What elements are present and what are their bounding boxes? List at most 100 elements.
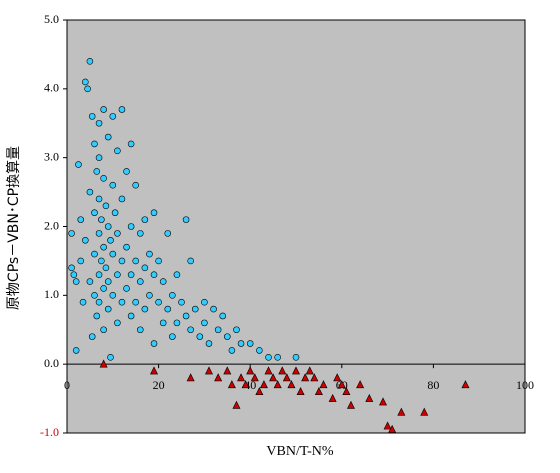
circle-point xyxy=(72,347,80,354)
circle-point xyxy=(141,305,149,313)
circle-point xyxy=(141,216,149,223)
circle-point xyxy=(196,333,204,340)
circle-point xyxy=(132,181,139,189)
circle-point xyxy=(136,278,144,285)
circle-point xyxy=(228,347,236,354)
triangle-point xyxy=(273,380,282,389)
circle-point xyxy=(95,119,103,127)
triangle-point xyxy=(383,421,392,430)
circle-point xyxy=(155,298,162,306)
y-tick-label: 2.0 xyxy=(44,218,59,232)
circle-point xyxy=(77,257,85,265)
circle-point xyxy=(127,140,135,148)
y-axis-label: 原物CPs－VBN･CP換算量 xyxy=(6,146,22,310)
triangle-point xyxy=(346,400,355,409)
circle-point xyxy=(214,326,222,334)
triangle-point xyxy=(99,359,108,368)
circle-point xyxy=(201,319,208,327)
circle-point xyxy=(187,326,194,334)
triangle-point xyxy=(282,373,291,382)
circle-point xyxy=(159,278,167,285)
circle-point xyxy=(219,312,227,320)
circle-point xyxy=(88,333,96,340)
triangle-point xyxy=(241,380,250,389)
circle-point xyxy=(98,257,105,265)
circle-point xyxy=(114,147,121,155)
circle-point xyxy=(141,264,149,272)
circle-point xyxy=(127,271,135,278)
triangle-point xyxy=(379,397,388,406)
triangle-point xyxy=(301,373,310,382)
circle-point xyxy=(95,271,103,278)
triangle-point xyxy=(269,373,278,382)
x-tick-label: 0 xyxy=(64,378,70,392)
triangle-point xyxy=(333,373,342,382)
circle-point xyxy=(150,271,158,278)
circle-point xyxy=(132,257,139,265)
circle-point xyxy=(118,298,126,306)
circle-point xyxy=(95,195,103,203)
circle-point xyxy=(292,353,300,361)
circle-point xyxy=(100,285,107,292)
triangle-point xyxy=(319,380,328,389)
circle-point xyxy=(95,298,103,306)
circle-point xyxy=(109,292,117,299)
x-tick-label: 80 xyxy=(427,378,439,392)
circle-point xyxy=(173,319,181,327)
circle-point xyxy=(210,305,217,313)
circle-point xyxy=(155,257,162,265)
circle-point xyxy=(95,154,103,161)
triangle-point xyxy=(227,380,236,389)
circle-point xyxy=(100,106,107,113)
triangle-point xyxy=(259,380,268,389)
circle-point xyxy=(91,209,98,217)
circle-point xyxy=(111,209,119,217)
circle-point xyxy=(88,113,96,120)
circle-point xyxy=(114,230,121,237)
circle-point xyxy=(205,340,213,347)
triangle-point xyxy=(314,387,323,396)
triangle-point xyxy=(250,373,259,382)
triangle-point xyxy=(255,387,264,396)
circle-point xyxy=(91,292,98,299)
circle-point xyxy=(146,250,153,258)
triangle-point xyxy=(264,366,273,375)
circle-point xyxy=(75,161,82,168)
circle-point xyxy=(107,236,114,244)
circle-point xyxy=(68,264,75,272)
circle-point xyxy=(104,278,112,285)
circle-point xyxy=(187,257,194,265)
circle-point xyxy=(169,333,176,340)
circle-point xyxy=(102,202,110,210)
triangle-point xyxy=(305,366,314,375)
circle-point xyxy=(136,326,144,334)
triangle-point xyxy=(246,366,255,375)
circle-point xyxy=(77,216,85,223)
circle-point xyxy=(95,230,103,237)
circle-point xyxy=(256,347,263,354)
circle-point xyxy=(100,175,107,182)
circle-point xyxy=(98,216,105,223)
circle-point xyxy=(274,353,281,361)
triangle-point xyxy=(223,366,232,375)
circle-point xyxy=(82,78,89,86)
triangle-point xyxy=(365,393,374,402)
circle-point xyxy=(84,85,91,93)
circle-point xyxy=(104,133,112,141)
circle-point xyxy=(169,292,176,299)
circle-point xyxy=(118,257,126,265)
circle-point xyxy=(123,285,130,292)
circle-point xyxy=(91,250,98,258)
circle-point xyxy=(82,236,89,244)
triangle-point xyxy=(310,373,319,382)
triangle-point xyxy=(342,387,351,396)
triangle-point xyxy=(287,380,296,389)
y-tick-label: 1.0 xyxy=(44,287,59,301)
circle-point xyxy=(109,181,117,189)
circle-point xyxy=(127,223,135,230)
circle-point xyxy=(93,168,101,175)
triangle-point xyxy=(337,380,346,389)
circle-point xyxy=(70,271,78,278)
y-tick-label: 4.0 xyxy=(44,81,59,95)
circle-point xyxy=(182,216,190,223)
